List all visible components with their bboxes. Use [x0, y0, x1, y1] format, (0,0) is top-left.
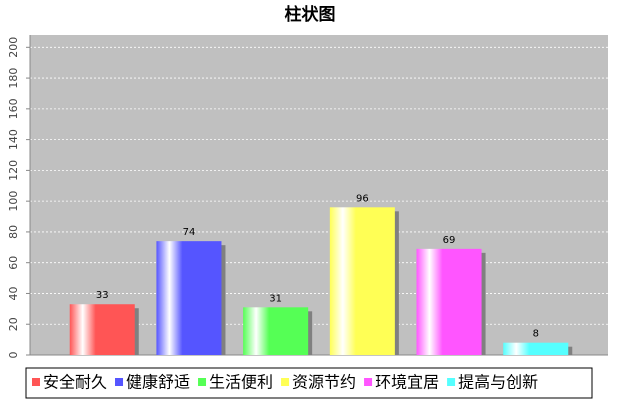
value-label: 33 — [96, 290, 109, 301]
y-tick-label: 140 — [7, 129, 20, 150]
legend-label: 生活便利 — [209, 373, 273, 392]
y-tick-label: 60 — [7, 256, 20, 270]
y-tick-label: 180 — [7, 68, 20, 89]
value-label: 8 — [533, 329, 539, 340]
value-label: 96 — [356, 193, 369, 204]
legend-swatch — [115, 378, 124, 386]
bar — [416, 248, 482, 355]
bar — [156, 241, 222, 355]
bar — [69, 304, 135, 355]
value-label: 74 — [183, 227, 196, 238]
bar — [503, 342, 569, 355]
y-tick-label: 40 — [7, 286, 20, 300]
legend-swatch — [364, 378, 373, 386]
legend-swatch — [32, 378, 40, 386]
legend-label: 安全耐久 — [43, 373, 107, 392]
bar — [243, 307, 309, 355]
y-tick-label: 80 — [7, 225, 20, 239]
legend-swatch — [198, 378, 207, 386]
legend-label: 资源节约 — [292, 373, 356, 392]
legend-label: 环境宜居 — [375, 373, 439, 392]
chart-title: 柱状图 — [285, 4, 336, 25]
value-label: 31 — [269, 293, 282, 304]
y-tick-label: 200 — [7, 37, 20, 58]
y-tick-label: 20 — [7, 317, 20, 331]
y-tick-label: 160 — [7, 98, 20, 119]
bar — [329, 207, 395, 355]
y-tick-label: 100 — [7, 191, 20, 212]
legend-label: 健康舒适 — [126, 373, 190, 392]
value-label: 69 — [443, 235, 456, 246]
y-tick-label: 120 — [7, 160, 20, 181]
plot-area — [30, 35, 608, 355]
legend-label: 提高与创新 — [458, 373, 538, 392]
legend-swatch — [281, 378, 290, 386]
legend-swatch — [447, 378, 456, 386]
y-tick-label: 0 — [7, 352, 20, 359]
